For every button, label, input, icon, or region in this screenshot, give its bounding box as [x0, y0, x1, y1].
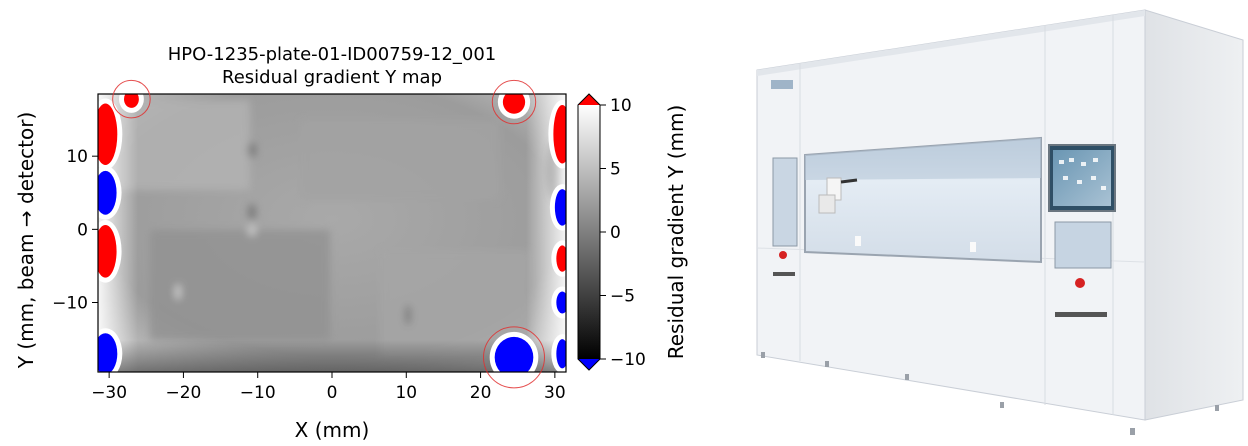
x-tick-label: −20: [165, 383, 201, 403]
instrument-cabinet-image: [756, 9, 1244, 435]
left-emergency-button: [779, 251, 787, 259]
colorbar-under-arrow: [578, 359, 600, 370]
under-range-region: [98, 170, 117, 215]
right-emergency-button: [1075, 278, 1085, 288]
colorbar-tick-label: 0: [610, 223, 621, 243]
under-range-region: [494, 336, 534, 372]
y-axis-label: Y (mm, beam → detector): [14, 112, 38, 370]
colorbar-tick-label: −10: [610, 350, 646, 370]
highlight-circle: [491, 79, 537, 125]
x-tick-label: 30: [544, 383, 566, 403]
colorbar-over-arrow: [578, 94, 600, 105]
under-range-region: [98, 333, 118, 372]
under-range-region: [556, 339, 566, 369]
colorbar-label: Residual gradient Y (mm): [664, 105, 688, 360]
left-door-window: [772, 157, 798, 247]
highlight-circle: [112, 79, 151, 119]
over-range-region: [553, 104, 566, 164]
x-tick-label: 0: [327, 383, 338, 403]
chart-subtitle: Residual gradient Y map: [222, 67, 442, 88]
highlight-circle: [483, 326, 545, 389]
y-tick-label: −10: [52, 294, 88, 314]
under-range-region: [556, 291, 566, 314]
x-tick-label: −10: [240, 383, 276, 403]
over-range-region: [502, 94, 526, 114]
x-axis-label: X (mm): [295, 418, 370, 442]
under-range-region: [554, 189, 566, 226]
chart-title: HPO-1235-plate-01-ID00759-12_001: [168, 44, 497, 65]
x-tick-label: 10: [395, 383, 417, 403]
y-tick-label: 0: [77, 220, 88, 240]
y-axis: −10 0 10: [52, 147, 98, 314]
colorbar-tick-label: 10: [610, 96, 632, 116]
heatmap-chart: HPO-1235-plate-01-ID00759-12_001 Residua…: [14, 44, 688, 442]
cabinet-side: [1144, 9, 1244, 421]
colorbar-tick-label: −5: [610, 287, 635, 307]
over-range-region: [98, 103, 118, 165]
over-range-region: [124, 94, 139, 108]
colorbar-tick-label: 5: [610, 160, 621, 180]
over-range-region: [556, 245, 566, 272]
x-tick-label: −30: [91, 383, 127, 403]
y-tick-label: 10: [66, 147, 88, 167]
over-range-region: [98, 224, 117, 278]
instrument-photo: [745, 0, 1248, 442]
right-door-window: [1054, 221, 1112, 269]
heatmap-image: [98, 94, 566, 372]
heatmap-panel: HPO-1235-plate-01-ID00759-12_001 Residua…: [14, 44, 688, 442]
colorbar-gradient: [578, 105, 600, 359]
x-axis: −30 −20 −10 0 10 20 30: [91, 372, 566, 403]
colorbar: −10 −5 0 5 10: [577, 93, 646, 371]
x-tick-label: 20: [470, 383, 492, 403]
cabinet-badge: [771, 80, 793, 89]
